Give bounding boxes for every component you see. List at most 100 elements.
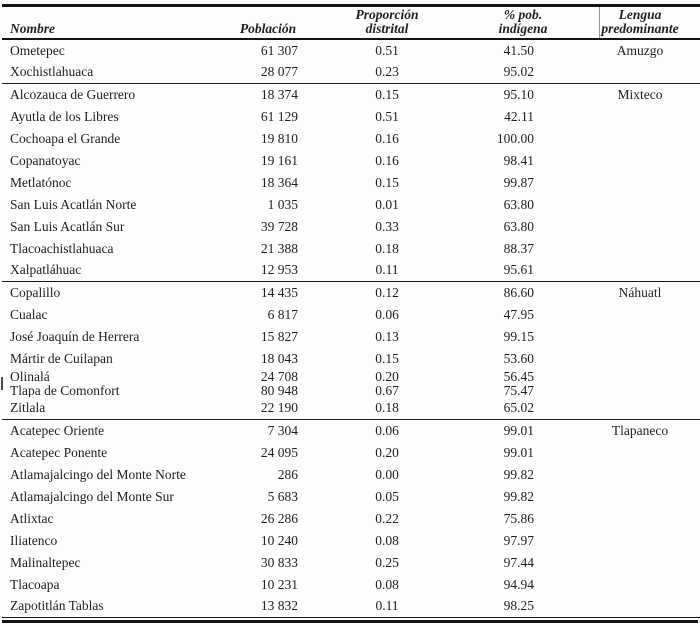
- municipalities-table: Nombre Población Proporción distrital % …: [2, 4, 700, 618]
- cell-lengua: [578, 303, 700, 325]
- table-row: Tlacoapa 10 231 0.08 94.94: [2, 573, 700, 595]
- table-row: Tlacoachistlahuaca 21 388 0.18 88.37: [2, 237, 700, 259]
- cell-proporcion: 0.15: [375, 174, 399, 190]
- header-line1: Lengua: [618, 7, 662, 22]
- cell-proporcion: 0.12: [306, 280, 468, 303]
- table-row: San Luis Acatlán Norte 1 035 0.01 63.80: [2, 193, 700, 215]
- cell-poblacion: 30 833: [260, 554, 298, 570]
- cell-proporcion: 0.11: [375, 598, 399, 614]
- cell-nombre: Metlatónoc: [10, 174, 72, 190]
- table-row: Acatepec Oriente 7 304 0.06 99.01 Tlapaneco: [2, 418, 700, 441]
- table-row: Copanatoyac 19 161 0.16 98.41: [2, 149, 700, 171]
- header-line1: Proporción: [355, 7, 419, 22]
- header-line2: distrital: [365, 21, 409, 36]
- cell-nombre: Malinaltepec: [10, 554, 81, 570]
- cell-poblacion: 80 948: [260, 383, 298, 397]
- cell-nombre: Ayutla de los Libres: [10, 108, 119, 124]
- cell-pct-indigena: 53.60: [503, 350, 534, 366]
- cell-lengua: [578, 397, 700, 419]
- cell-lengua: [578, 215, 700, 237]
- cell-pct-indigena: 63.80: [503, 196, 534, 212]
- cell-proporcion: 0.25: [375, 554, 399, 570]
- table-row: Mártir de Cuilapan 18 043 0.15 53.60: [2, 347, 700, 369]
- cell-nombre: Ometepec: [10, 43, 65, 58]
- table-row: Zapotitlán Tablas 13 832 0.11 98.25: [2, 595, 700, 617]
- cell-pct-indigena: 75.47: [503, 383, 534, 397]
- cell-nombre: Cualac: [10, 306, 48, 322]
- cell-poblacion: 6 817: [267, 306, 298, 322]
- header-line2: predominante: [601, 21, 679, 36]
- cell-poblacion: 10 240: [260, 532, 298, 548]
- cell-lengua: Amuzgo: [616, 43, 664, 58]
- cell-nombre: Xalpatláhuac: [10, 262, 82, 278]
- cell-pct-indigena: 47.95: [503, 306, 534, 322]
- cell-pct-indigena: 95.61: [503, 262, 534, 278]
- cell-lengua: [578, 105, 700, 127]
- cell-lengua: Náhuatl: [578, 280, 700, 303]
- cell-proporcion: 0.18: [375, 400, 399, 416]
- table-header: Nombre Población Proporción distrital % …: [2, 5, 700, 40]
- cell-pct-indigena: 86.60: [468, 280, 578, 303]
- header-row: Nombre Población Proporción distrital % …: [2, 5, 700, 40]
- column-header-lengua-predominante: Lengua predominante: [578, 5, 700, 40]
- cell-nombre: Zapotitlán Tablas: [10, 598, 104, 614]
- cell-lengua: [578, 193, 700, 215]
- cell-nombre: Acatepec Ponente: [10, 444, 108, 460]
- header-line2: Población: [239, 21, 297, 36]
- cell-poblacion: 18 043: [260, 350, 298, 366]
- cell-nombre: Olinalá: [10, 369, 50, 383]
- table-row: Xochistlahuaca 28 077 0.23 95.02: [2, 61, 700, 83]
- header-line2: indígena: [498, 21, 548, 36]
- cell-lengua: [578, 237, 700, 259]
- cell-pct-indigena: 97.97: [503, 532, 534, 548]
- cell-proporcion: 0.22: [375, 510, 399, 526]
- table-row: Ayutla de los Libres 61 129 0.51 42.11: [2, 105, 700, 127]
- cell-lengua: [578, 149, 700, 171]
- cell-pct-indigena: 97.44: [503, 554, 534, 570]
- cell-nombre: Atlamajalcingo del Monte Sur: [10, 488, 174, 504]
- cell-proporcion: 0.67: [375, 383, 399, 397]
- cell-lengua: [578, 573, 700, 595]
- table-row: Atlamajalcingo del Monte Norte 286 0.00 99.…: [2, 463, 700, 485]
- cell-proporcion: 0.23: [375, 64, 399, 80]
- table-row: José Joaquín de Herrera 15 827 0.13 99.15: [2, 325, 700, 347]
- cell-pct-indigena: 95.02: [503, 64, 534, 80]
- cell-nombre: Copalillo: [2, 280, 230, 303]
- header-line1: % pob.: [503, 7, 543, 22]
- cell-pct-indigena: 99.87: [503, 174, 534, 190]
- cell-proporcion: 0.13: [375, 328, 399, 344]
- cell-poblacion: 1 035: [267, 196, 298, 212]
- cell-nombre: Zitlala: [10, 400, 46, 416]
- cell-lengua: [578, 507, 700, 529]
- cell-lengua: Tlapaneco: [578, 418, 700, 441]
- cell-pct-indigena: 63.80: [503, 218, 534, 234]
- cell-nombre: Iliatenco: [10, 532, 58, 548]
- cell-proporcion: 0.18: [375, 240, 399, 256]
- cell-nombre: San Luis Acatlán Norte: [10, 196, 137, 212]
- table-row: Malinaltepec 30 833 0.25 97.44: [2, 551, 700, 573]
- cell-poblacion: 19 161: [260, 152, 298, 168]
- cell-poblacion: 13 832: [260, 598, 298, 614]
- cell-nombre: Tlacoachistlahuaca: [10, 240, 114, 256]
- cell-poblacion: 19 810: [260, 130, 298, 146]
- cell-pct-indigena: 42.11: [504, 108, 534, 124]
- table-row: Atlixtac 26 286 0.22 75.86: [2, 507, 700, 529]
- table-row: Cochoapa el Grande 19 810 0.16 100.00: [2, 127, 700, 149]
- table-row: Xalpatláhuac 12 953 0.11 95.61: [2, 259, 700, 281]
- cell-lengua: [578, 127, 700, 149]
- cell-proporcion: 0.00: [375, 466, 399, 482]
- cell-proporcion: 0.06: [375, 306, 399, 322]
- cell-nombre: Acatepec Oriente: [2, 418, 230, 441]
- cell-pct-indigena: 88.37: [503, 240, 534, 256]
- table-body: Ometepec 61 307 0.51 41.50 Amuzgo Xochistlahu…: [2, 39, 700, 617]
- cell-lengua: [578, 347, 700, 369]
- header-line2: Nombre: [10, 21, 55, 36]
- table-row: Atlamajalcingo del Monte Sur 5 683 0.05 99.…: [2, 485, 700, 507]
- cell-lengua: [578, 369, 700, 383]
- cell-poblacion: 10 231: [260, 576, 298, 592]
- cell-nombre: San Luis Acatlán Sur: [10, 218, 125, 234]
- table-row: Alcozauca de Guerrero 18 374 0.15 95.10 Mixt…: [2, 82, 700, 105]
- table-row: Zitlala 22 190 0.18 65.02: [2, 397, 700, 419]
- cell-poblacion: 61 129: [260, 108, 298, 124]
- cell-poblacion: 24 095: [260, 444, 298, 460]
